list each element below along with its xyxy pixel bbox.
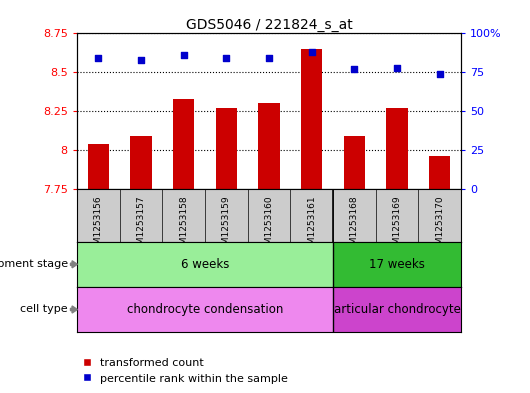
Bar: [386, 108, 408, 189]
Bar: [429, 156, 450, 189]
Text: GSM1253157: GSM1253157: [136, 195, 145, 255]
Point: [307, 49, 316, 55]
Text: GSM1253161: GSM1253161: [307, 195, 316, 255]
Text: GSM1253156: GSM1253156: [94, 195, 103, 255]
Text: cell type: cell type: [21, 305, 72, 314]
Bar: [173, 99, 195, 189]
Text: 6 weeks: 6 weeks: [181, 258, 229, 271]
Text: development stage: development stage: [0, 259, 72, 269]
Point: [265, 55, 273, 61]
Bar: [77, 287, 333, 332]
Text: GSM1253159: GSM1253159: [222, 195, 231, 255]
Bar: [130, 136, 152, 189]
Point: [436, 71, 444, 77]
Text: GSM1253170: GSM1253170: [435, 195, 444, 255]
Text: GSM1253160: GSM1253160: [264, 195, 273, 255]
Text: GSM1253169: GSM1253169: [393, 195, 402, 255]
Bar: [343, 136, 365, 189]
Bar: [301, 49, 322, 189]
Point: [94, 55, 102, 61]
Title: GDS5046 / 221824_s_at: GDS5046 / 221824_s_at: [186, 18, 352, 32]
Text: 17 weeks: 17 weeks: [369, 258, 425, 271]
Text: articular chondrocyte: articular chondrocyte: [333, 303, 461, 316]
Point: [222, 55, 231, 61]
Legend: transformed count, percentile rank within the sample: transformed count, percentile rank withi…: [82, 358, 288, 384]
Bar: [87, 143, 109, 189]
Bar: [333, 287, 461, 332]
Bar: [216, 108, 237, 189]
Text: chondrocyte condensation: chondrocyte condensation: [127, 303, 283, 316]
Point: [350, 66, 359, 72]
Bar: [77, 242, 333, 287]
Point: [179, 52, 188, 58]
Bar: [333, 242, 461, 287]
Point: [137, 57, 145, 63]
Text: GSM1253158: GSM1253158: [179, 195, 188, 255]
Bar: [258, 103, 280, 189]
Text: GSM1253168: GSM1253168: [350, 195, 359, 255]
Point: [393, 64, 401, 71]
